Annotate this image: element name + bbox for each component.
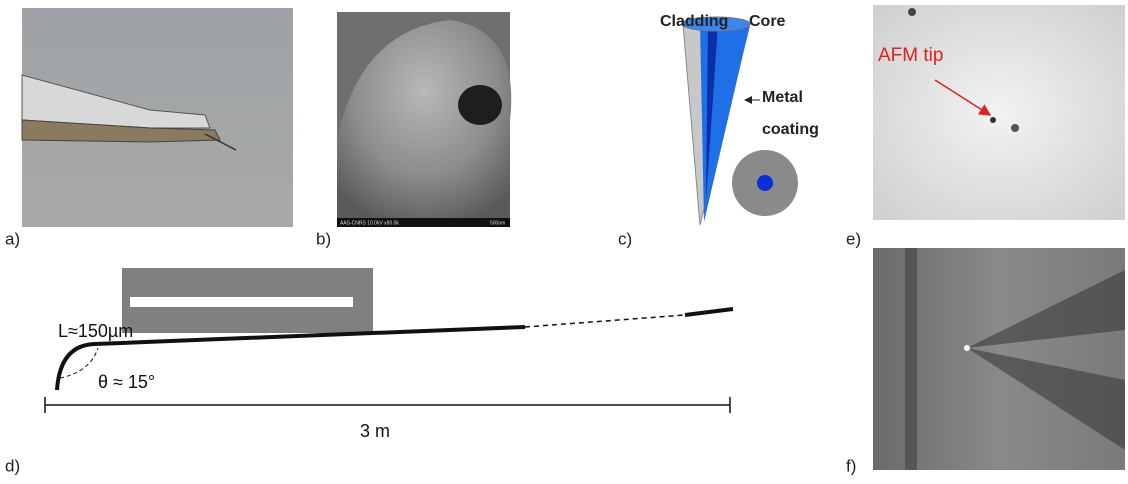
spot [1011,124,1019,132]
tip-spot [990,117,996,123]
panel-label: d) [5,456,20,475]
length-label: L≈150µm [58,321,133,341]
fiber-dashed [525,315,685,327]
panel-label: e) [846,229,861,248]
panel-d: L≈150µm θ ≈ 15° 3 m d) [5,268,733,475]
label-metal: Metal [762,89,803,106]
aperture [458,85,502,125]
panel-label: b) [316,229,331,248]
panel-b: AAS-CNRS 10.0kV x80.0k 500nm b) [316,12,511,248]
panel-a: a) [5,8,293,248]
label-coating: coating [762,121,819,138]
angle-label: θ ≈ 15° [98,372,155,392]
panel-label: c) [618,229,632,248]
distance-label: 3 m [360,421,390,441]
label-cladding: Cladding [660,13,728,30]
panel-label: f) [846,456,856,475]
spot [908,8,916,16]
annotation: AFM tip [878,45,943,66]
label-core: Core [749,13,786,30]
info-text: AAS-CNRS 10.0kV x80.0k [340,220,399,226]
panel-label: a) [5,229,20,248]
tip-spot [964,345,970,351]
fiber [685,309,733,315]
scale-text: 500nm [490,220,505,226]
panel-f: f) [846,248,1125,475]
panel-c: Cladding Core Metal coating c) [618,13,819,248]
cross-core [757,175,773,191]
figure: a) AAS-CNRS 10.0kV x80.0k 500nm b) Cladd… [0,0,1128,484]
slot [130,297,353,307]
panel-e: AFM tip e) [846,5,1125,248]
afm-image [873,5,1125,220]
stripe [905,248,917,470]
